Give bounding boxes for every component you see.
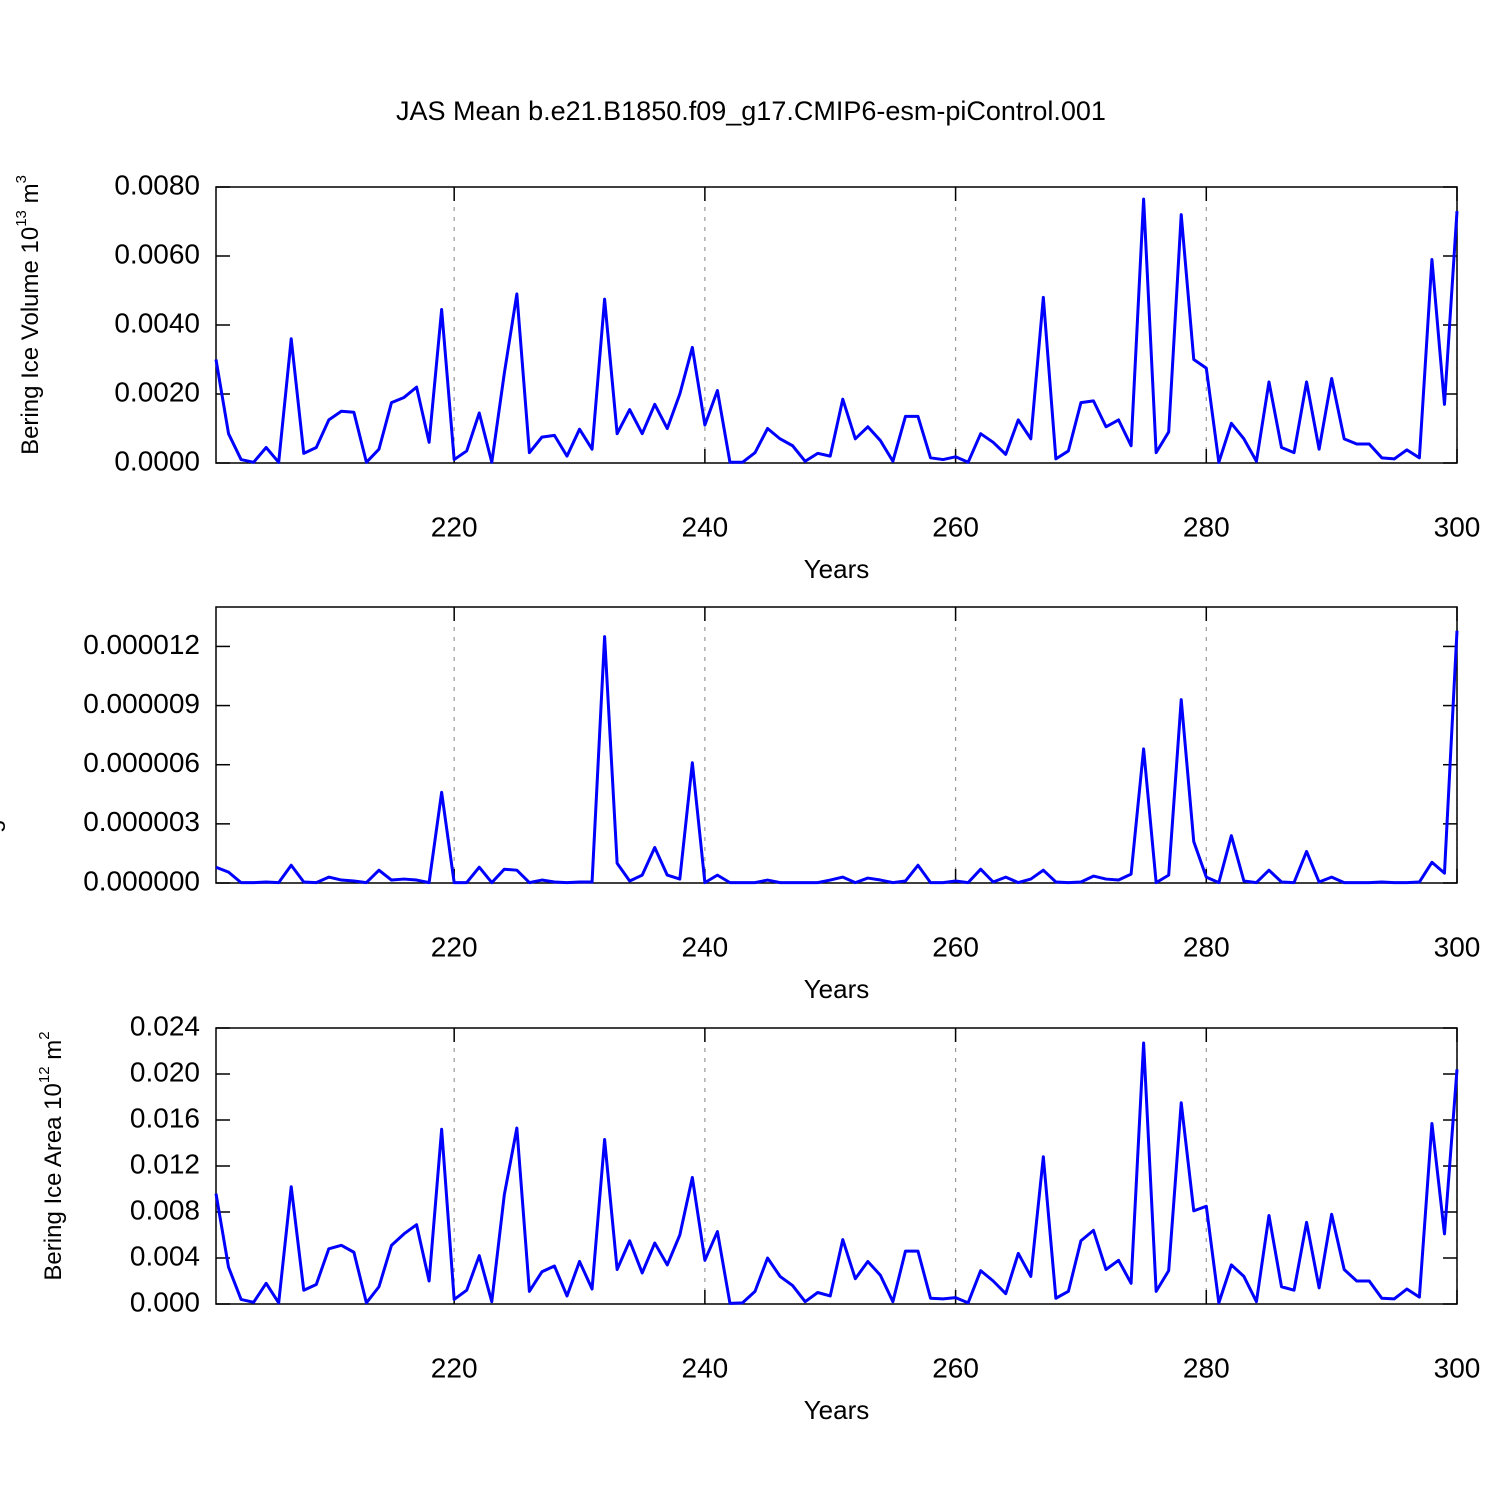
y-axis-label-part: Bering Ice Area 10 — [40, 1083, 67, 1280]
y-axis-label-superscript: 3 — [13, 175, 30, 183]
plot-frame — [215, 606, 1458, 884]
y-axis-label-superscript: 12 — [36, 1066, 53, 1083]
y-tick-label: 0.000 — [130, 1286, 200, 1317]
x-tick-label: 220 — [431, 1352, 478, 1383]
y-tick-label: 0.012 — [130, 1148, 200, 1179]
x-tick-label: 260 — [932, 511, 979, 542]
y-axis-label: Bering Ice Area 1012 m2 — [36, 1031, 67, 1280]
x-tick-label: 280 — [1183, 1352, 1230, 1383]
data-line — [214, 1041, 1459, 1305]
x-axis-label: Years — [804, 554, 870, 584]
y-axis-label: Bering Snow Volume 1013 m3 — [0, 581, 6, 889]
y-tick-label: 0.0060 — [114, 238, 200, 269]
x-tick-label: 280 — [1183, 931, 1230, 962]
x-tick-label: 300 — [1434, 931, 1481, 962]
x-tick-label: 220 — [431, 931, 478, 962]
x-axis-label: Years — [804, 974, 870, 1004]
y-axis-label-part: m — [0, 589, 6, 616]
data-line — [214, 197, 1459, 464]
x-tick-label: 220 — [431, 511, 478, 542]
x-tick-label: 300 — [1434, 1352, 1481, 1383]
x-tick-label: 240 — [682, 931, 729, 962]
y-tick-label: 0.0080 — [114, 169, 200, 200]
y-tick-label: 0.000003 — [83, 806, 200, 837]
x-axis-label: Years — [804, 1395, 870, 1425]
y-tick-label: 0.0020 — [114, 376, 200, 407]
y-tick-label: 0.024 — [130, 1010, 200, 1041]
x-tick-label: 300 — [1434, 511, 1481, 542]
y-tick-label: 0.0040 — [114, 307, 200, 338]
x-tick-label: 240 — [682, 1352, 729, 1383]
x-tick-label: 260 — [932, 931, 979, 962]
data-line — [215, 630, 1459, 885]
y-axis-label-superscript: 13 — [13, 210, 30, 227]
y-axis-label: Bering Ice Volume 1013 m3 — [13, 175, 44, 455]
y-axis-label-part: m — [40, 1040, 67, 1067]
x-tick-label: 280 — [1183, 511, 1230, 542]
x-tick-label: 240 — [682, 511, 729, 542]
y-tick-label: 0.000009 — [83, 688, 200, 719]
y-tick-label: 0.0000 — [114, 445, 200, 476]
y-axis-label-part: Bering Ice Volume 10 — [17, 227, 44, 455]
plot-frame — [215, 1027, 1458, 1305]
y-tick-label: 0.004 — [130, 1240, 200, 1271]
y-axis-label-superscript: 2 — [36, 1031, 53, 1039]
y-axis-label-part: m — [17, 183, 44, 210]
x-tick-label: 260 — [932, 1352, 979, 1383]
plot-frame — [215, 186, 1458, 464]
y-tick-label: 0.000006 — [83, 747, 200, 778]
y-tick-label: 0.000000 — [83, 865, 200, 896]
y-tick-label: 0.000012 — [83, 629, 200, 660]
y-tick-label: 0.008 — [130, 1194, 200, 1225]
y-tick-label: 0.020 — [130, 1056, 200, 1087]
y-tick-label: 0.016 — [130, 1102, 200, 1133]
y-axis-label-part: Bering Snow Volume 10 — [0, 633, 6, 889]
chart-title: JAS Mean b.e21.B1850.f09_g17.CMIP6-esm-p… — [396, 96, 1106, 126]
